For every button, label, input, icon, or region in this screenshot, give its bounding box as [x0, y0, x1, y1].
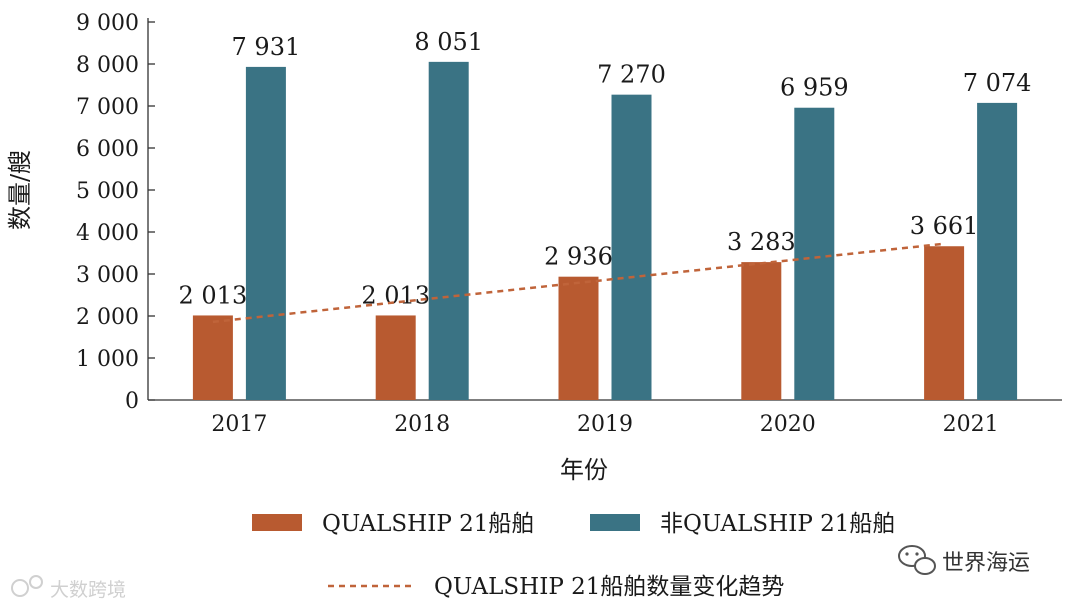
non-qualship-bar-2021: [977, 102, 1018, 400]
watermark-text-left: 大数跨境: [50, 579, 126, 601]
x-axis-label: 年份: [560, 456, 608, 484]
qualship-label-2017: 2 013: [179, 281, 248, 309]
y-tick-label: 2 000: [76, 305, 139, 330]
trend-line: [212, 242, 945, 324]
qualship-bar-2018: [375, 315, 416, 400]
legend-label-non-qualship: 非QUALSHIP 21船舶: [660, 511, 895, 537]
non-qualship-bar-2020: [794, 107, 835, 401]
qualship-bar-2021: [924, 246, 965, 400]
y-tick-label: 6 000: [76, 137, 139, 162]
axes: [147, 18, 1062, 401]
non-qualship-label-2017: 7 931: [232, 33, 301, 61]
qualship-bar-2020: [741, 262, 782, 400]
y-tick-label: 0: [125, 389, 139, 414]
qualship-label-2019: 2 936: [544, 243, 613, 271]
non-qualship-bar-2018: [428, 61, 469, 400]
x-tick-label: 2017: [211, 412, 267, 437]
qualship-bar-2017: [192, 315, 233, 400]
bars: [192, 61, 1018, 401]
y-axis-label: 数量/艘: [6, 150, 34, 230]
qualship-label-2018: 2 013: [361, 281, 430, 309]
y-tick-label: 8 000: [76, 53, 139, 78]
non-qualship-label-2018: 8 051: [414, 28, 483, 56]
qualship-label-2020: 3 283: [727, 228, 796, 256]
non-qualship-bar-2017: [245, 66, 286, 400]
legend: QUALSHIP 21船舶 非QUALSHIP 21船舶 QUALSHIP 21…: [252, 511, 895, 600]
x-tick-label: 2018: [394, 412, 450, 437]
y-ticks: 0 1 000 2 000 3 000 4 000 5 000 6 000 7 000 8 00…: [76, 11, 155, 414]
y-tick-label: 9 000: [76, 11, 139, 36]
legend-swatch-non-qualship: [590, 514, 640, 531]
trend-dashed-line: [212, 242, 945, 324]
non-qualship-label-2021: 7 074: [963, 69, 1032, 97]
x-tick-label: 2020: [760, 412, 816, 437]
non-qualship-label-2020: 6 959: [780, 74, 849, 102]
y-tick-label: 5 000: [76, 179, 139, 204]
watermark-text-right: 世界海运: [942, 551, 1030, 576]
y-tick-label: 4 000: [76, 221, 139, 246]
qualship-bar-2019: [558, 276, 599, 400]
y-tick-label: 1 000: [76, 347, 139, 372]
x-ticks: 2017 2018 2019 2020 2021: [211, 412, 998, 437]
qualship-label-2021: 3 661: [910, 212, 979, 240]
y-tick-label: 7 000: [76, 95, 139, 120]
y-tick-label: 3 000: [76, 263, 139, 288]
logo-icon: [11, 575, 43, 597]
data-labels: 2 013 2 013 2 936 3 283 3 661 7 931 8 051 7 270…: [179, 28, 1032, 310]
wechat-icon: [898, 545, 936, 575]
watermark-bottom-right: 世界海运: [898, 545, 1030, 576]
x-tick-label: 2019: [577, 412, 633, 437]
watermark-bottom-left: 大数跨境: [11, 575, 126, 601]
x-tick-label: 2021: [943, 412, 999, 437]
legend-swatch-qualship: [252, 514, 302, 531]
non-qualship-bar-2019: [611, 94, 652, 400]
legend-label-trend: QUALSHIP 21船舶数量变化趋势: [434, 574, 784, 600]
non-qualship-label-2019: 7 270: [597, 61, 666, 89]
legend-label-qualship: QUALSHIP 21船舶: [322, 511, 534, 537]
